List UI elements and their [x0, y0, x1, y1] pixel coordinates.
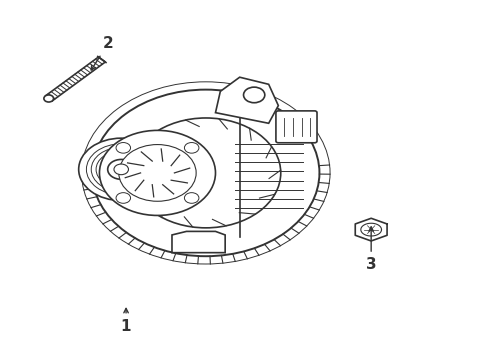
- Text: 1: 1: [121, 309, 131, 333]
- Polygon shape: [354, 218, 386, 241]
- Text: 2: 2: [91, 36, 113, 70]
- Circle shape: [44, 95, 53, 102]
- Circle shape: [131, 118, 280, 228]
- Circle shape: [79, 138, 163, 201]
- Polygon shape: [45, 57, 105, 101]
- Polygon shape: [172, 231, 224, 253]
- Circle shape: [92, 90, 319, 256]
- Polygon shape: [215, 77, 278, 123]
- FancyBboxPatch shape: [275, 111, 316, 143]
- Circle shape: [119, 145, 196, 201]
- Circle shape: [243, 87, 264, 103]
- Circle shape: [99, 130, 215, 215]
- Circle shape: [184, 143, 199, 153]
- Circle shape: [116, 143, 130, 153]
- Text: 3: 3: [365, 227, 376, 272]
- Circle shape: [116, 193, 130, 203]
- Circle shape: [107, 159, 135, 179]
- Circle shape: [114, 164, 128, 175]
- Circle shape: [184, 193, 199, 203]
